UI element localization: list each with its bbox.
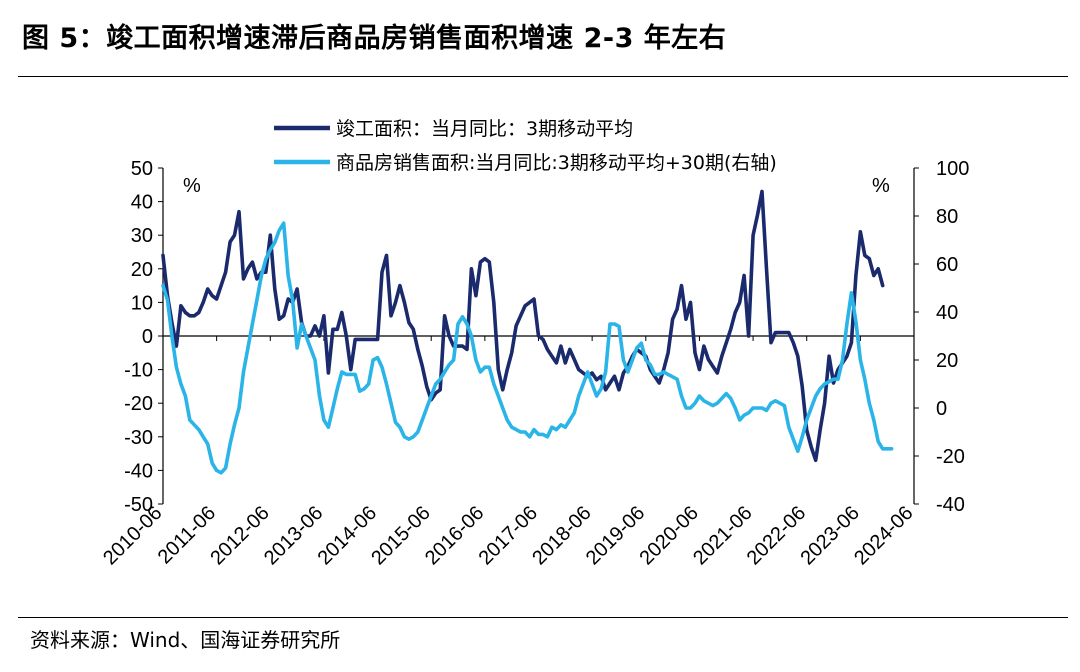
dual-axis-line-chart: 竣工面积：当月同比：3期移动平均 商品房销售面积:当月同比:3期移动平均+30期…	[99, 118, 969, 569]
right-tick-label: -40	[936, 494, 965, 516]
x-tick-label: 2015-06	[367, 502, 434, 569]
right-tick-label: 100	[936, 158, 969, 180]
right-tick-label: 20	[936, 350, 958, 372]
right-tick-label: 0	[936, 398, 947, 420]
left-tick-label: 10	[131, 292, 153, 314]
x-tick-label: 2023-06	[796, 502, 863, 569]
series-lines	[161, 189, 894, 475]
left-tick-label: -10	[124, 360, 153, 382]
x-tick-label: 2017-06	[475, 502, 542, 569]
x-tick-label: 2018-06	[528, 502, 595, 569]
right-tick-label: 80	[936, 206, 958, 228]
legend: 竣工面积：当月同比：3期移动平均 商品房销售面积:当月同比:3期移动平均+30期…	[274, 118, 777, 174]
left-tick-label: -50	[124, 494, 153, 516]
legend-label-completion: 竣工面积：当月同比：3期移动平均	[336, 118, 633, 140]
x-tick-label: 2021-06	[689, 502, 756, 569]
x-tick-label: 2012-06	[206, 502, 273, 569]
left-tick-label: -40	[124, 460, 153, 482]
right-axis-unit: %	[872, 175, 890, 197]
x-tick-label: 2024-06	[850, 502, 917, 569]
left-tick-label: 40	[131, 192, 153, 214]
left-tick-label: 50	[131, 158, 153, 180]
right-tick-label: 60	[936, 254, 958, 276]
x-tick-label: 2013-06	[260, 502, 327, 569]
left-axis-unit: %	[183, 175, 201, 197]
series-line-sales-area	[161, 221, 894, 475]
x-tick-label: 2016-06	[421, 502, 488, 569]
left-tick-label: -20	[124, 393, 153, 415]
x-tick-label: 2020-06	[636, 502, 703, 569]
axes: 50403020100-10-20-30-40-50100806040200-2…	[99, 158, 969, 569]
right-tick-label: -20	[936, 446, 965, 468]
left-tick-label: -30	[124, 427, 153, 449]
chart-title: 图 5：竣工面积增速滞后商品房销售面积增速 2-3 年左右	[22, 23, 727, 54]
title-divider	[18, 76, 1068, 77]
x-tick-label: 2022-06	[743, 502, 810, 569]
left-tick-label: 0	[142, 326, 153, 348]
series-line-completion-area	[161, 189, 885, 463]
left-tick-label: 30	[131, 225, 153, 247]
x-tick-label: 2019-06	[582, 502, 649, 569]
right-tick-label: 40	[936, 302, 958, 324]
left-tick-label: 20	[131, 259, 153, 281]
source-divider	[18, 617, 1068, 618]
source-note: 资料来源：Wind、国海证券研究所	[30, 628, 341, 652]
x-tick-label: 2014-06	[314, 502, 381, 569]
legend-label-sales: 商品房销售面积:当月同比:3期移动平均+30期(右轴)	[336, 152, 777, 174]
